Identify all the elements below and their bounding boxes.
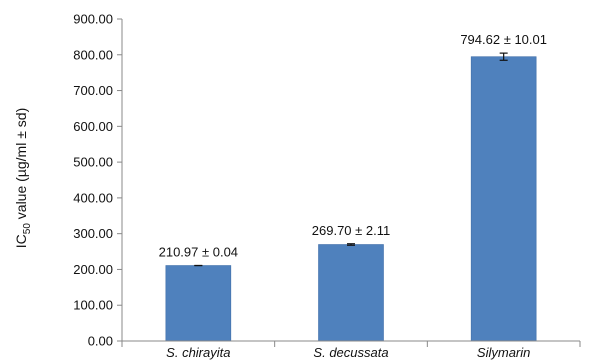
y-axis-title-suffix: value (µg/ml ± sd) bbox=[13, 108, 29, 223]
bars: 210.97 ± 0.04 269.70 ± 2.11 794.62 ± 10.01 bbox=[159, 32, 547, 342]
y-axis-title-subscript: 50 bbox=[22, 223, 33, 235]
x-tick-label: Silymarin bbox=[477, 345, 530, 360]
y-tick-label: 400.00 bbox=[73, 190, 113, 205]
y-tick-label: 300.00 bbox=[73, 226, 113, 241]
data-label: 269.70 ± 2.11 bbox=[312, 223, 390, 238]
bar bbox=[318, 244, 384, 342]
data-label: 794.62 ± 10.01 bbox=[460, 32, 547, 47]
y-tick-label: 800.00 bbox=[73, 47, 113, 62]
error-bar bbox=[347, 243, 355, 246]
data-label: 210.97 ± 0.04 bbox=[159, 245, 238, 260]
bar bbox=[470, 56, 537, 342]
y-tick-label: 0.00 bbox=[88, 334, 113, 349]
y-axis-title-prefix: IC bbox=[13, 234, 29, 248]
error-bar bbox=[499, 52, 508, 61]
x-axis: S. chirayita S. decussata Silymarin bbox=[121, 340, 581, 360]
y-tick-label: 100.00 bbox=[73, 298, 113, 313]
y-tick-label: 700.00 bbox=[73, 83, 113, 98]
y-tick-label: 200.00 bbox=[73, 262, 113, 277]
y-tick-label: 500.00 bbox=[73, 155, 113, 170]
y-axis-title: IC50 value (µg/ml ± sd) bbox=[13, 108, 33, 248]
x-tick-label: S. chirayita bbox=[166, 345, 230, 360]
y-tick-label: 600.00 bbox=[73, 119, 113, 134]
bar bbox=[165, 265, 232, 342]
y-tick-label: 900.00 bbox=[73, 12, 113, 27]
x-tick-label: S. decussata bbox=[313, 345, 388, 360]
y-axis: 0.00 100.00 200.00 300.00 400.00 500.00 600.00… bbox=[73, 12, 123, 349]
